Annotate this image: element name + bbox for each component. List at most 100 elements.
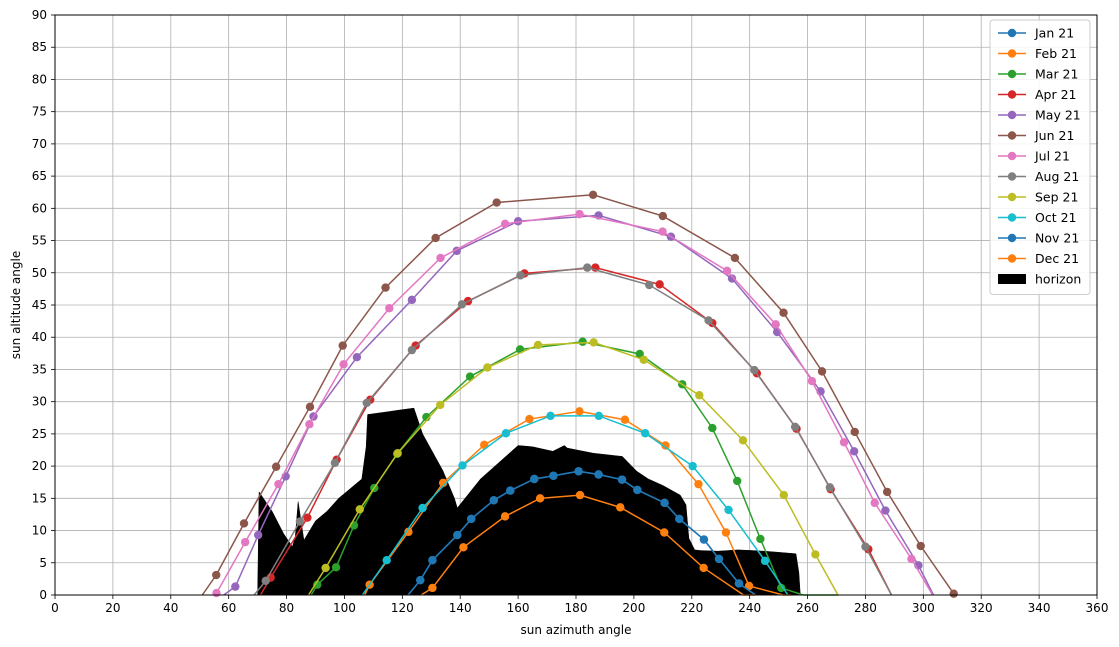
data-point	[431, 233, 440, 243]
data-point	[727, 274, 737, 283]
legend-marker	[1007, 131, 1017, 140]
data-point	[660, 528, 669, 537]
legend-marker	[1007, 151, 1017, 161]
data-point	[870, 498, 879, 508]
legend-marker	[1007, 233, 1017, 243]
legend-item: Apr 21	[998, 87, 1077, 102]
data-point	[916, 541, 925, 551]
legend-label: Jan 21	[1034, 26, 1074, 41]
data-point	[744, 581, 754, 591]
legend-marker	[1007, 110, 1017, 120]
legend-marker	[1007, 90, 1017, 99]
data-point	[500, 219, 510, 228]
data-point	[506, 486, 515, 495]
y-tick-labels: 0 5 10 15 20 25 30 35 40 45 50 55 60 65 70 75 80 85 90	[32, 8, 55, 602]
data-point	[533, 340, 543, 350]
legend-marker	[1007, 254, 1017, 263]
data-point	[428, 583, 437, 593]
x-axis-label: sun azimuth angle	[521, 623, 632, 637]
legend-label: Jun 21	[1034, 128, 1074, 143]
x-tick-label: 120	[391, 601, 414, 615]
y-tick-label: 25	[32, 427, 47, 441]
data-point	[407, 295, 417, 305]
legend-marker	[1007, 28, 1017, 38]
data-point	[907, 554, 916, 564]
data-point	[750, 365, 759, 375]
data-point	[777, 583, 786, 593]
legend-marker	[1007, 213, 1017, 222]
data-point	[239, 519, 249, 528]
data-point	[530, 474, 539, 484]
legend-item: Sep 21	[998, 190, 1078, 205]
y-tick-label: 85	[32, 40, 47, 54]
data-point	[704, 316, 713, 325]
data-point	[393, 449, 402, 458]
data-point	[549, 471, 558, 480]
data-point	[771, 320, 780, 329]
legend-label: Jul 21	[1034, 149, 1070, 164]
data-point	[661, 441, 670, 450]
data-point	[721, 528, 731, 537]
y-tick-label: 40	[32, 330, 47, 344]
x-tick-label: 0	[51, 601, 59, 615]
data-point	[330, 458, 340, 468]
legend-label: Mar 21	[1035, 67, 1078, 82]
legend-label: Dec 21	[1035, 251, 1079, 266]
legend-item-horizon: horizon	[998, 272, 1081, 287]
x-tick-label: 160	[507, 601, 530, 615]
y-tick-label: 20	[32, 459, 47, 473]
x-tick-label: 60	[221, 601, 236, 615]
y-tick-label: 65	[32, 169, 47, 183]
data-point	[617, 475, 627, 484]
y-tick-label: 45	[32, 298, 47, 312]
data-point	[339, 360, 348, 369]
data-point	[779, 308, 788, 317]
legend-item: May 21	[998, 108, 1081, 123]
data-point	[231, 582, 240, 591]
data-point	[578, 337, 587, 346]
data-point	[695, 391, 704, 400]
data-point	[640, 429, 650, 438]
data-point	[321, 563, 330, 573]
legend-item: Oct 21	[998, 210, 1077, 225]
data-point	[594, 411, 604, 421]
data-point	[756, 534, 765, 544]
data-point	[385, 304, 394, 313]
x-tick-label: 40	[163, 601, 178, 615]
data-point	[714, 554, 724, 564]
y-tick-label: 70	[32, 137, 47, 151]
data-point	[261, 576, 270, 586]
data-point	[467, 514, 476, 524]
data-point	[404, 527, 413, 537]
legend-label: Aug 21	[1035, 169, 1079, 184]
series-line	[361, 415, 789, 596]
data-point	[658, 227, 667, 236]
data-point	[575, 490, 585, 500]
x-tick-label: 260	[796, 601, 819, 615]
data-point	[362, 398, 371, 408]
series-jul-21	[212, 209, 934, 598]
data-point	[575, 209, 584, 219]
y-tick-label: 50	[32, 266, 47, 280]
data-point	[620, 415, 630, 424]
data-point	[849, 447, 859, 456]
data-point	[465, 372, 475, 381]
data-point	[694, 479, 703, 489]
data-point	[734, 579, 744, 588]
data-point	[513, 217, 523, 226]
data-point	[616, 503, 625, 512]
data-point	[949, 589, 958, 598]
legend-marker	[1007, 69, 1017, 79]
data-point	[516, 271, 525, 280]
data-point	[546, 411, 555, 421]
data-point	[305, 420, 314, 429]
data-point	[295, 517, 305, 526]
data-point	[271, 462, 281, 471]
legend-item: Aug 21	[998, 169, 1079, 184]
x-tick-label: 240	[738, 601, 761, 615]
series-nov-21	[407, 467, 756, 596]
data-point	[779, 490, 789, 500]
y-tick-label: 90	[32, 8, 47, 22]
data-point	[500, 512, 510, 521]
series-aug-21	[253, 263, 893, 596]
